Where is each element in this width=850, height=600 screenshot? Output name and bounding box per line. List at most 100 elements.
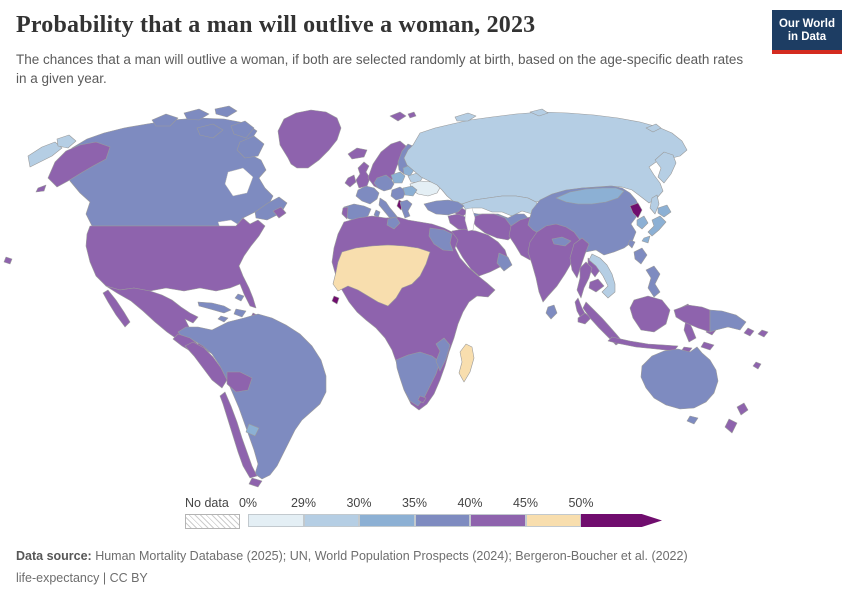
region-arctic-island[interactable] — [151, 113, 179, 127]
region-aleutians[interactable] — [35, 184, 47, 193]
legend-swatch[interactable] — [303, 514, 359, 527]
legend-swatch[interactable] — [414, 514, 470, 527]
region-bolivia[interactable] — [226, 371, 253, 393]
region-cuba[interactable] — [197, 301, 232, 314]
region-iceland[interactable] — [347, 147, 368, 160]
legend-swatch[interactable] — [470, 514, 526, 527]
region-poland[interactable] — [390, 171, 406, 184]
region-uk[interactable] — [355, 161, 371, 189]
region-australia[interactable] — [640, 346, 719, 410]
region-philippines[interactable] — [633, 247, 648, 265]
legend-tick: 29% — [290, 496, 317, 510]
region-philippines[interactable] — [645, 265, 661, 298]
region-vietnam[interactable] — [588, 253, 616, 299]
region-arctic-island[interactable] — [196, 123, 224, 139]
region-balkans[interactable] — [390, 186, 407, 201]
legend-swatch[interactable] — [525, 514, 581, 527]
region-central-europe[interactable] — [373, 174, 395, 192]
region-greenland[interactable] — [277, 109, 342, 169]
region-arctic-island[interactable] — [214, 105, 238, 118]
region-vanuatu[interactable] — [752, 361, 762, 370]
region-madagascar[interactable] — [458, 343, 475, 383]
owid-logo[interactable]: Our World in Data — [771, 10, 842, 54]
region-peru[interactable] — [184, 341, 228, 389]
region-chukotka[interactable] — [27, 141, 63, 168]
region-bahamas[interactable] — [234, 293, 245, 302]
region-turkey[interactable] — [423, 199, 465, 216]
region-myanmar[interactable] — [569, 237, 590, 279]
region-nepal[interactable] — [551, 236, 572, 247]
region-new-zealand[interactable] — [724, 418, 738, 434]
legend-swatch[interactable] — [248, 514, 304, 527]
legend-tick: 35% — [401, 496, 428, 510]
no-data-swatch[interactable] — [185, 514, 240, 529]
legend-tick: 40% — [457, 496, 483, 510]
region-arabia[interactable] — [449, 228, 509, 277]
region-borneo[interactable] — [629, 295, 671, 333]
region-timor[interactable] — [700, 341, 715, 351]
region-sri-lanka[interactable] — [545, 304, 558, 320]
region-romania[interactable] — [402, 185, 418, 197]
region-kamchatka[interactable] — [654, 151, 677, 184]
region-north-korea[interactable] — [629, 202, 643, 219]
region-png-islands[interactable] — [743, 327, 755, 337]
region-greece[interactable] — [399, 199, 413, 219]
region-solomon-islands[interactable] — [757, 329, 769, 338]
region-wrangel-island[interactable] — [56, 134, 77, 149]
region-alaska[interactable] — [47, 141, 111, 188]
region-uruguay[interactable] — [245, 423, 260, 437]
region-cambodia[interactable] — [588, 278, 605, 293]
region-pacific-island[interactable] — [3, 256, 13, 265]
region-newfoundland[interactable] — [272, 206, 287, 219]
region-south-america[interactable] — [177, 313, 327, 480]
legend-swatch-arrow[interactable] — [581, 514, 662, 527]
region-japan[interactable] — [647, 215, 667, 237]
region-arctic-island[interactable] — [645, 123, 662, 133]
region-lesotho[interactable] — [417, 395, 427, 404]
region-sahel[interactable] — [332, 244, 431, 307]
region-japan[interactable] — [641, 235, 651, 244]
region-baja[interactable] — [102, 289, 131, 328]
legend-swatch[interactable] — [359, 514, 415, 527]
region-java[interactable] — [607, 336, 679, 352]
map-legend: No data 0% 29% 30% 35% 40% 45% 50% — [0, 494, 850, 534]
region-sierra-leone[interactable] — [331, 295, 340, 305]
region-canada[interactable] — [61, 117, 274, 227]
hudson-bay — [224, 167, 254, 197]
region-ireland[interactable] — [344, 174, 357, 188]
region-arctic-island[interactable] — [183, 108, 210, 121]
region-japan[interactable] — [657, 204, 672, 218]
region-southern-africa[interactable] — [395, 351, 441, 407]
region-tasmania[interactable] — [686, 415, 699, 425]
region-malaysia[interactable] — [577, 312, 592, 325]
region-egypt[interactable] — [428, 227, 454, 252]
region-mongolia[interactable] — [555, 187, 625, 205]
region-russia[interactable] — [403, 111, 688, 205]
region-tunisia[interactable] — [386, 216, 401, 230]
legend-tick: 0% — [238, 496, 258, 510]
region-jamaica[interactable] — [217, 315, 229, 323]
region-tierra-del-fuego[interactable] — [248, 477, 263, 488]
license-line[interactable]: life-expectancy | CC BY — [16, 571, 148, 585]
region-svalbard[interactable] — [389, 111, 407, 122]
region-south-korea[interactable] — [636, 215, 649, 230]
region-baffin[interactable] — [236, 135, 265, 159]
region-france[interactable] — [355, 185, 380, 205]
region-sakhalin[interactable] — [649, 194, 660, 215]
region-new-zealand[interactable] — [736, 402, 749, 416]
region-arctic-island[interactable] — [230, 120, 255, 139]
region-canada-east[interactable] — [254, 196, 288, 221]
region-taiwan[interactable] — [627, 239, 636, 249]
region-arctic-island[interactable] — [529, 108, 549, 117]
region-oman-uae[interactable] — [496, 252, 513, 272]
region-novaya-zemlya[interactable] — [454, 112, 477, 122]
region-hispaniola[interactable] — [233, 308, 247, 318]
region-chile[interactable] — [219, 391, 258, 479]
region-svalbard[interactable] — [407, 111, 417, 119]
region-mozambique[interactable] — [435, 337, 451, 372]
region-thailand[interactable] — [576, 261, 593, 299]
region-new-guinea-east[interactable] — [709, 309, 747, 333]
region-portugal[interactable] — [341, 206, 349, 220]
